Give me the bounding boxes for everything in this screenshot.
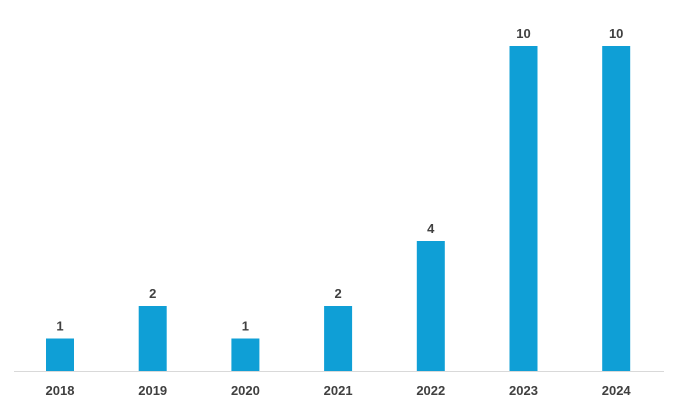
bar-2024	[602, 46, 631, 371]
value-label-2020: 1	[242, 319, 249, 334]
bar-2018	[46, 338, 74, 371]
value-label-2019: 2	[149, 286, 156, 301]
x-tick-label-2021: 2021	[324, 383, 353, 398]
bar-2023	[509, 46, 538, 371]
x-tick-label-2019: 2019	[138, 383, 167, 398]
x-tick-label-2020: 2020	[231, 383, 260, 398]
x-tick-label-2024: 2024	[602, 383, 632, 398]
value-label-2022: 4	[427, 221, 435, 236]
x-tick-label-2022: 2022	[416, 383, 445, 398]
value-label-2018: 1	[56, 319, 63, 334]
value-label-2023: 10	[516, 26, 530, 41]
bar-2021	[324, 306, 353, 371]
value-label-2024: 10	[609, 26, 623, 41]
x-tick-label-2018: 2018	[46, 383, 75, 398]
bar-2019	[138, 306, 167, 371]
bar-2020	[231, 338, 260, 371]
bars-layer	[46, 46, 631, 371]
x-tick-labels: 2018 2019 2020 2021 2022 2023 2024	[46, 383, 632, 398]
bar-2022	[416, 241, 445, 371]
value-label-2021: 2	[334, 286, 341, 301]
x-tick-label-2023: 2023	[509, 383, 538, 398]
labels-layer: 1 2 1 2 4 10 10	[56, 26, 623, 334]
